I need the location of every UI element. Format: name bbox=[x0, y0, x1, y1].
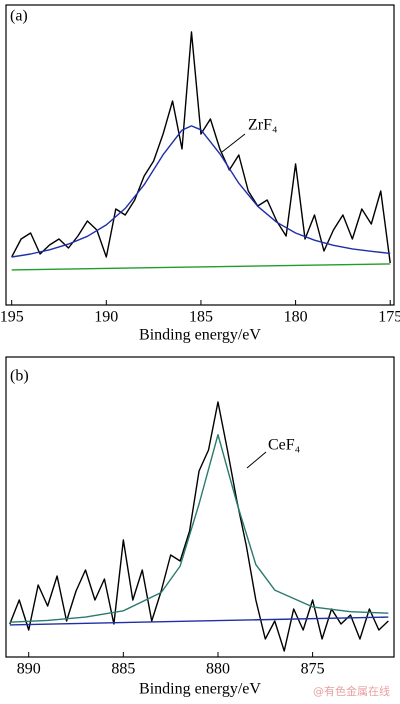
series-line bbox=[11, 263, 391, 271]
x-tick-label: 190 bbox=[94, 309, 118, 326]
annotation: CeF₄ bbox=[268, 437, 301, 454]
x-axis-label: Binding energy/eV bbox=[139, 327, 261, 344]
watermark: @有色金属在线 bbox=[313, 684, 390, 698]
x-tick-label: 890 bbox=[17, 661, 41, 678]
x-tick-label: 880 bbox=[206, 661, 230, 678]
leader-line bbox=[221, 133, 246, 153]
x-axis-label: Binding energy/eV bbox=[139, 681, 261, 698]
x-tick-label: 885 bbox=[111, 661, 135, 678]
plot-frame bbox=[5, 356, 395, 658]
plot-frame bbox=[5, 4, 395, 306]
series-line bbox=[9, 401, 389, 652]
series-line bbox=[9, 434, 389, 623]
series-line bbox=[9, 616, 389, 626]
leader-line bbox=[246, 451, 267, 469]
x-tick-label: 175 bbox=[378, 309, 400, 326]
series-line bbox=[11, 31, 391, 264]
x-tick-label: 180 bbox=[284, 309, 308, 326]
x-tick-label: 875 bbox=[301, 661, 325, 678]
annotation: ZrF₄ bbox=[248, 117, 278, 134]
panel-label: (a) bbox=[10, 8, 28, 25]
x-tick-label: 195 bbox=[0, 309, 24, 326]
panel-label: (b) bbox=[10, 368, 29, 385]
x-tick-label: 185 bbox=[189, 309, 213, 326]
series-line bbox=[11, 125, 391, 258]
